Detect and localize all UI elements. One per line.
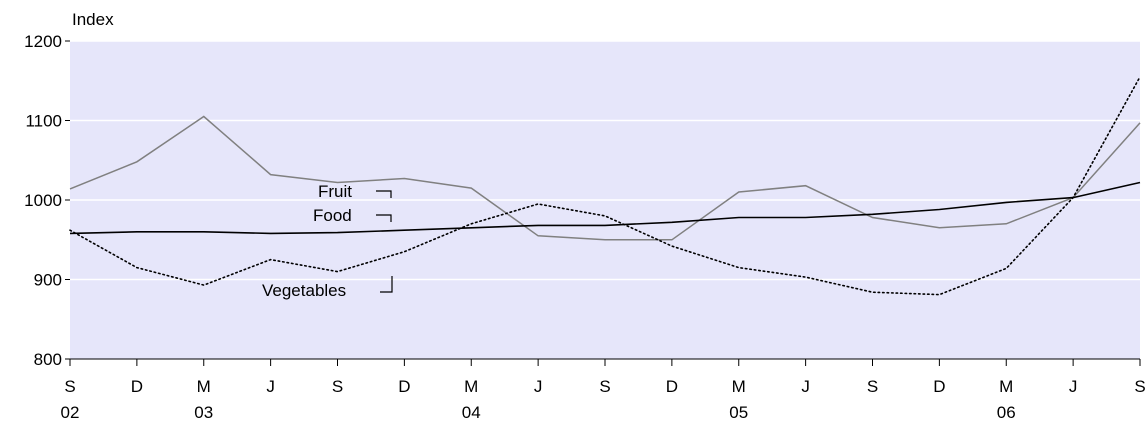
x-tick-label: M [732, 377, 746, 396]
x-tick-label: S [332, 377, 343, 396]
svg-text:Fruit: Fruit [318, 182, 352, 201]
y-tick-label-1200: 1200 [24, 32, 62, 51]
y-tick-label-800: 800 [34, 350, 62, 369]
x-tick-label: J [1069, 377, 1078, 396]
x-year-label: 02 [61, 403, 80, 422]
grid-lines [70, 40, 1140, 281]
x-tick-label: D [131, 377, 143, 396]
x-tick-label: S [599, 377, 610, 396]
annotation-food: Food [313, 206, 392, 225]
x-tick-label: J [534, 377, 543, 396]
x-tick-label: S [1134, 377, 1145, 396]
annotation-vegetables: Vegetables [262, 276, 393, 300]
x-year-label: 03 [194, 403, 213, 422]
x-tick-label: D [398, 377, 410, 396]
x-tick-label: J [801, 377, 810, 396]
x-year-label: 06 [997, 403, 1016, 422]
series-lines [69, 76, 1141, 296]
y-axis: 800 900 1000 1100 1200 [24, 32, 70, 369]
x-tick-label: M [197, 377, 211, 396]
x-axis: S D M J S D M J S D M J S D M J S 02 03 04 05 06 [61, 359, 1146, 422]
x-year-label: 05 [729, 403, 748, 422]
annotation-fruit: Fruit [318, 182, 392, 201]
x-tick-label: M [464, 377, 478, 396]
x-tick-label: M [999, 377, 1013, 396]
x-tick-label: D [666, 377, 678, 396]
y-tick-label-1100: 1100 [25, 112, 62, 131]
x-tick-label: D [933, 377, 945, 396]
x-tick-label: J [266, 377, 275, 396]
svg-text:Food: Food [313, 206, 352, 225]
x-tick-label: S [64, 377, 75, 396]
series-line-vegetables [69, 76, 1141, 296]
x-year-label: 04 [462, 403, 481, 422]
x-tick-label: S [867, 377, 878, 396]
svg-text:Vegetables: Vegetables [262, 281, 346, 300]
y-tick-label-900: 900 [34, 271, 62, 290]
series-line-food [69, 181, 1141, 235]
series-line-fruit [69, 115, 1141, 241]
y-tick-label-1000: 1000 [24, 191, 62, 210]
y-axis-label: Index [72, 10, 114, 29]
